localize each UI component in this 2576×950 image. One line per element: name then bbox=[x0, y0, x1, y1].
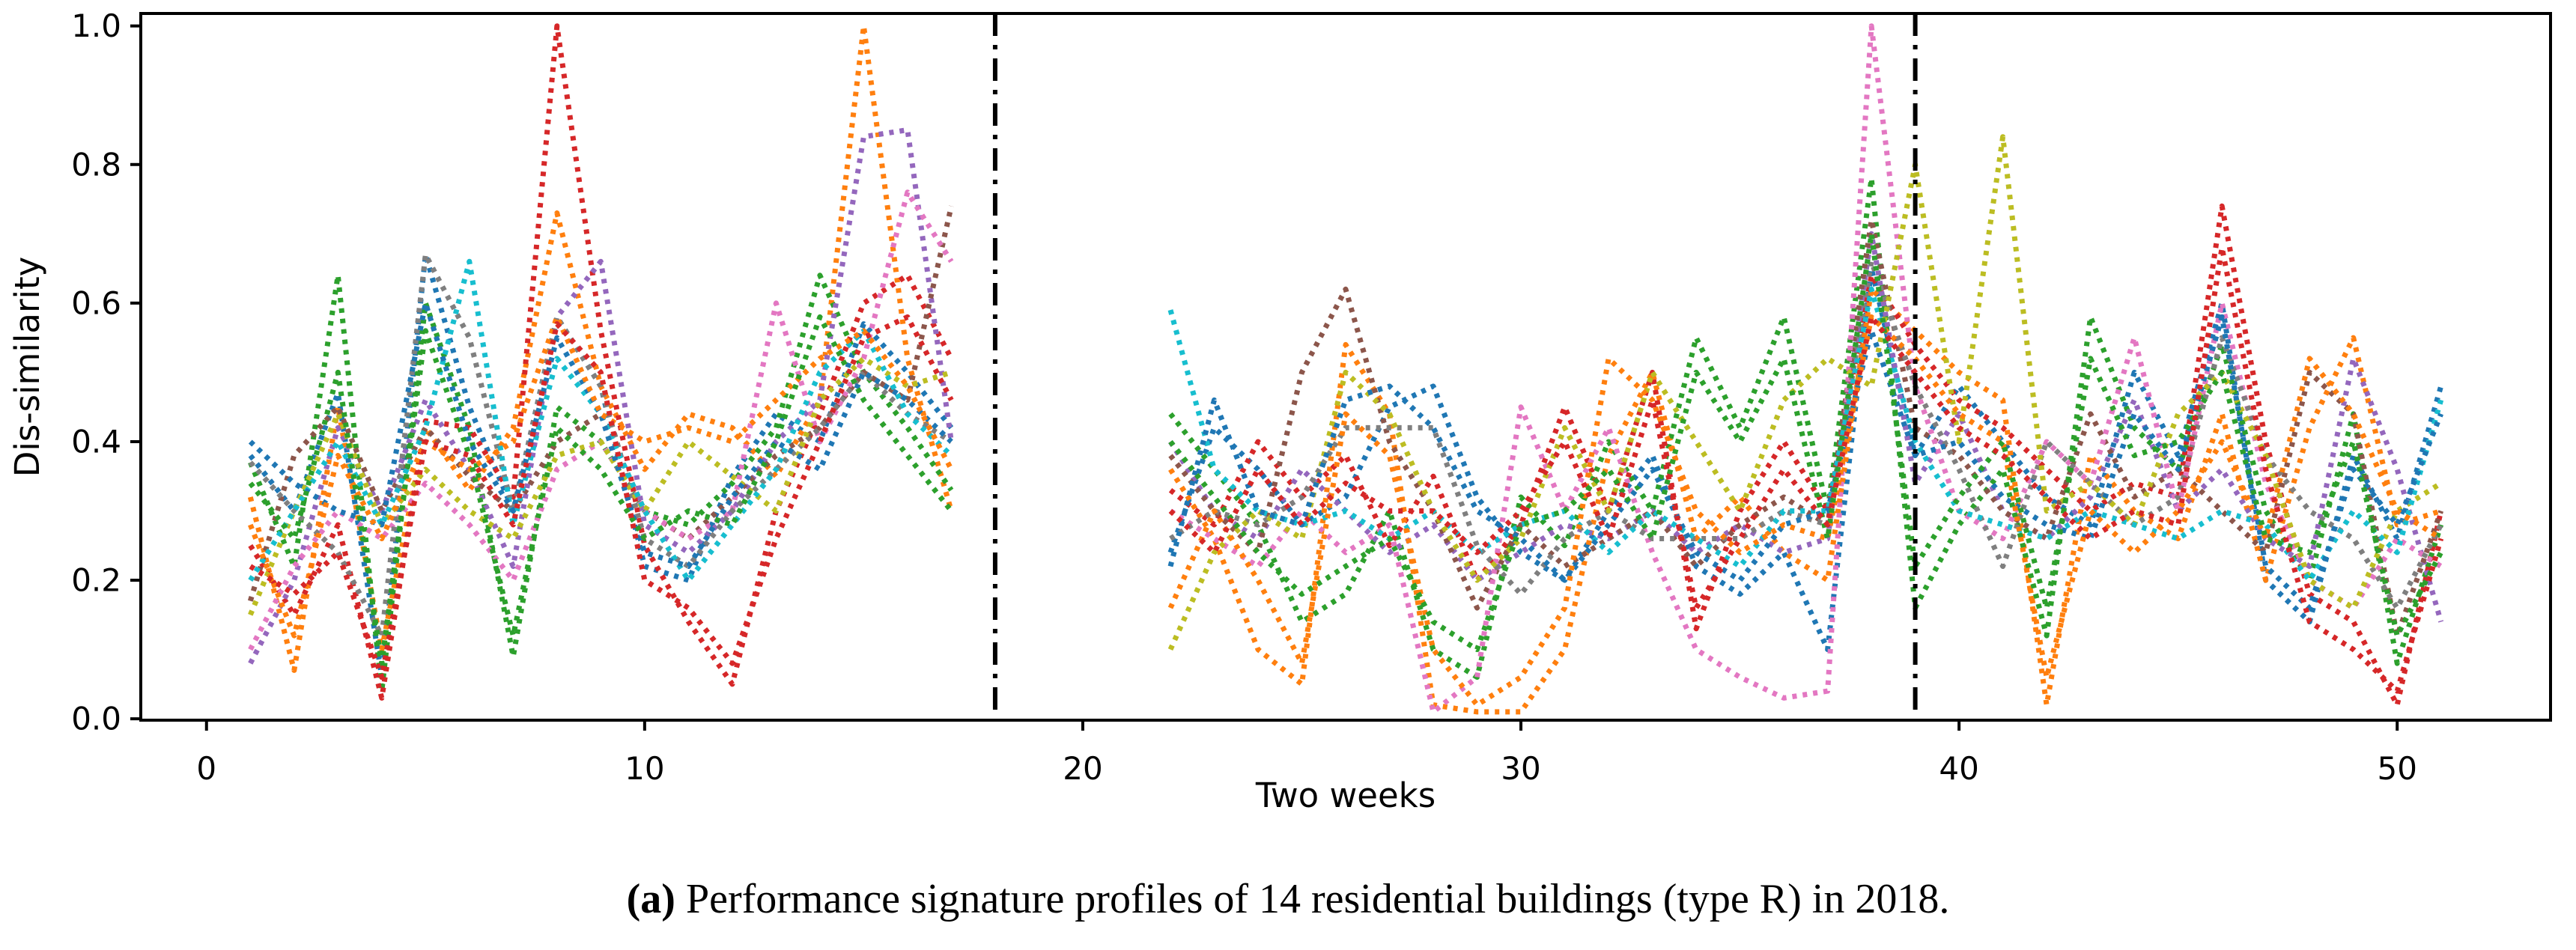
series-building-13 bbox=[248, 314, 954, 666]
y-tick-label: 1.0 bbox=[71, 7, 121, 44]
figure-caption-text: Performance signature profiles of 14 res… bbox=[675, 876, 1950, 922]
series-building-11 bbox=[1167, 314, 2443, 611]
series-building-02 bbox=[1168, 286, 2442, 715]
figure-caption: (a) Performance signature profiles of 14… bbox=[0, 858, 2576, 940]
plot-content: 0 10 20 30 40 50 0.0 0.2 0.4 0.6 0.8 1.0 bbox=[71, 7, 2444, 787]
series-building-04 bbox=[248, 23, 954, 701]
performance-signature-chart: 0 10 20 30 40 500.00.20.40.60.81.0 Two weeks … bbox=[7, 7, 2552, 815]
plot-frame bbox=[139, 12, 2552, 722]
x-tick-label: 50 bbox=[2377, 750, 2416, 787]
series-building-12 bbox=[1167, 314, 2443, 708]
y-tick-label: 0.0 bbox=[71, 701, 121, 737]
series-building-09 bbox=[1167, 134, 2443, 651]
x-tick-label: 40 bbox=[1939, 750, 1978, 787]
y-tick-label: 0.8 bbox=[71, 146, 121, 183]
x-axis-label: Two weeks bbox=[1255, 776, 1436, 815]
y-tick-label: 0.4 bbox=[71, 423, 121, 460]
x-tick-label: 30 bbox=[1501, 750, 1540, 787]
series-building-14 bbox=[1168, 245, 2444, 694]
series-building-12 bbox=[248, 314, 954, 639]
series-building-07 bbox=[1169, 23, 2443, 715]
series-building-08 bbox=[248, 252, 953, 639]
y-tick-label: 0.6 bbox=[71, 284, 121, 321]
series-building-13 bbox=[1168, 231, 2443, 653]
x-tick-label: 10 bbox=[625, 750, 664, 787]
x-tick-label: 20 bbox=[1063, 750, 1102, 787]
figure-caption-label: (a) bbox=[626, 876, 675, 922]
series-building-14 bbox=[249, 314, 954, 680]
series-building-10 bbox=[1167, 286, 2444, 583]
y-tick-label: 0.2 bbox=[71, 562, 121, 599]
series-building-10 bbox=[248, 258, 953, 583]
series-building-09 bbox=[248, 356, 953, 616]
series-building-08 bbox=[1169, 258, 2443, 611]
series-building-01 bbox=[1167, 266, 2444, 653]
y-axis-label: Dis-similarity bbox=[7, 257, 47, 477]
x-tick-label: 0 bbox=[196, 750, 216, 787]
